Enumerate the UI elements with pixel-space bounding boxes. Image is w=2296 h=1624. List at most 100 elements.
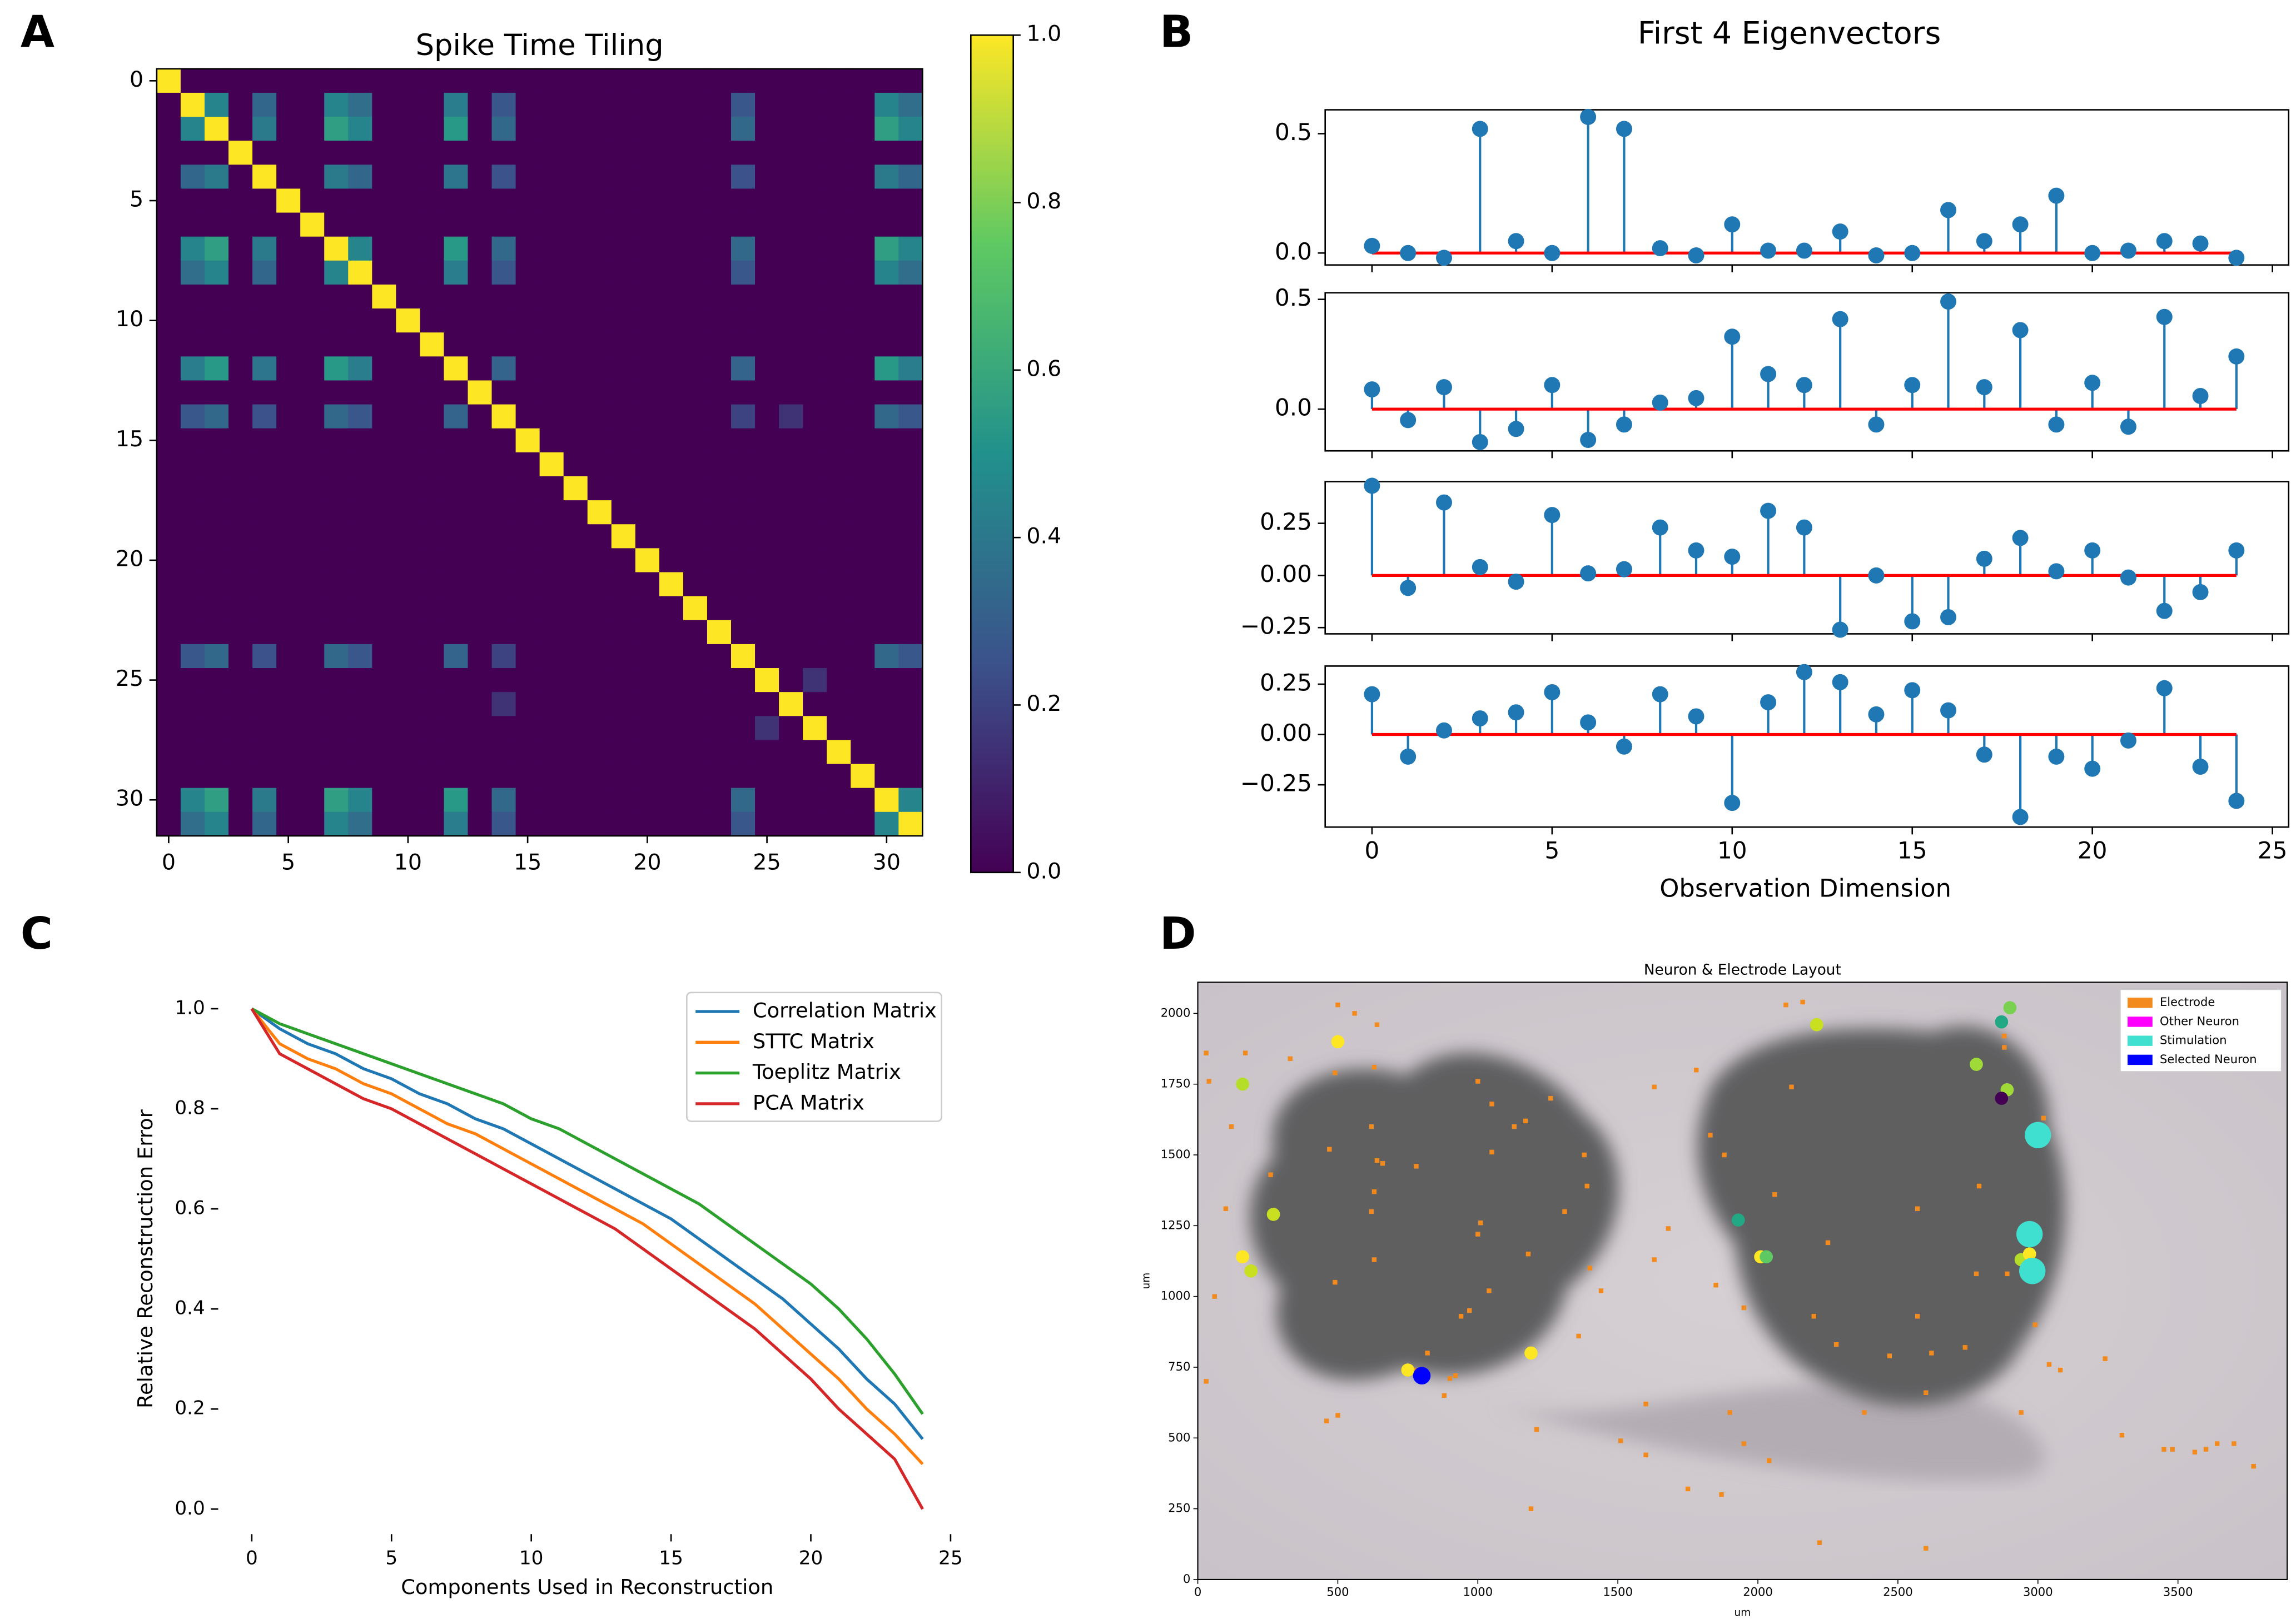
electrode [1204,1379,1209,1384]
heatmap-cell [156,68,181,93]
stem-marker [2084,245,2101,261]
heatmap-cell [444,212,469,237]
heatmap-cell [683,212,708,237]
heatmap-cell [372,332,397,357]
heatmap-cell [180,212,205,237]
heatmap-cell [396,68,421,93]
heatmap-cell [707,788,732,813]
stem-marker [1616,121,1632,137]
heatmap-cell [468,284,493,309]
heatmap-cell [707,548,732,573]
heatmap-cell [683,308,708,333]
heatmap-cell [204,452,229,477]
heatmap-cell [156,524,181,549]
electrode [1453,1373,1458,1378]
heatmap-cell [491,165,516,190]
heatmap-cell [515,212,540,237]
heatmap-cell [252,356,277,381]
heatmap-cell [635,548,660,573]
heatmap-cell [156,188,181,213]
heatmap-cell [851,260,876,285]
heatmap-cell [276,284,301,309]
heatmap-cell [444,68,469,93]
heatmap-cell [898,692,923,717]
stem-marker [2192,235,2209,252]
heatmap-cell [324,716,349,741]
legend-label: STTC Matrix [753,1029,874,1053]
axes-frame [1197,982,2288,1580]
heatmap-cell [635,165,660,190]
heatmap-cell [468,476,493,501]
legend-label: PCA Matrix [753,1090,864,1114]
heatmap-cell [803,572,827,597]
heatmap-cell [731,452,756,477]
heatmap-cell [563,476,588,501]
stem-marker [1796,519,1812,536]
heatmap-cell [539,428,564,453]
heatmap-cell [587,380,612,405]
y-tick-label: 500 [1168,1430,1190,1444]
heatmap-cell [635,811,660,836]
electrode [1772,1192,1777,1197]
heatmap-cell [731,404,756,429]
heatmap-cell [300,476,325,501]
heatmap-cell [180,117,205,141]
heatmap-cell [396,476,421,501]
heatmap-cell [372,356,397,381]
electrode [1800,999,1805,1005]
heatmap-cell [228,811,253,836]
heatmap-cell [779,165,803,190]
heatmap-cell [204,380,229,405]
colorbar-tick-label: 1.0 [1026,21,1061,47]
heatmap-cell [755,332,779,357]
heatmap-cell [611,644,636,669]
heatmap-cell [755,141,779,166]
heatmap-cell [396,548,421,573]
heatmap-cell [755,380,779,405]
x-tick-label: 25 [753,849,781,875]
heatmap-cell [611,308,636,333]
x-tick-label: 15 [1897,836,1927,864]
heatmap-cell [396,428,421,453]
heatmap-cell [611,117,636,141]
heatmap-cell [779,356,803,381]
heatmap-cell [300,188,325,213]
heatmap-cell [324,188,349,213]
heatmap-cell [707,92,732,117]
heatmap-cell [420,188,445,213]
heatmap-cell [731,308,756,333]
heatmap-cell [491,620,516,645]
heatmap-cell [611,548,636,573]
heatmap-cell [563,92,588,117]
heatmap-cell [204,524,229,549]
heatmap-cell [228,260,253,285]
heatmap-cell [348,284,373,309]
heatmap-cell [635,428,660,453]
heatmap-cell [803,236,827,261]
heatmap-cell [348,596,373,621]
heatmap-cell [851,668,876,693]
x-axis-label: Components Used in Reconstruction [401,1575,773,1599]
heatmap-cell [396,524,421,549]
heatmap-cell [420,212,445,237]
heatmap-cell [204,356,229,381]
heatmap-cell [683,668,708,693]
heatmap-cell [444,572,469,597]
heatmap-cell [779,68,803,93]
y-tick-label: 30 [116,786,143,811]
electrode [1512,1124,1517,1129]
heatmap-cell [683,692,708,717]
heatmap-cell [252,572,277,597]
heatmap-cell [348,452,373,477]
electrode [2019,1410,2024,1415]
heatmap-cell [252,596,277,621]
stem-marker [2156,233,2173,250]
heatmap-cell [659,500,684,525]
heatmap-cell [228,428,253,453]
panel-label: B [1160,7,1193,58]
electrode [1582,1152,1587,1158]
heatmap-cell [803,308,827,333]
heatmap-cell [180,668,205,693]
heatmap-cell [444,308,469,333]
